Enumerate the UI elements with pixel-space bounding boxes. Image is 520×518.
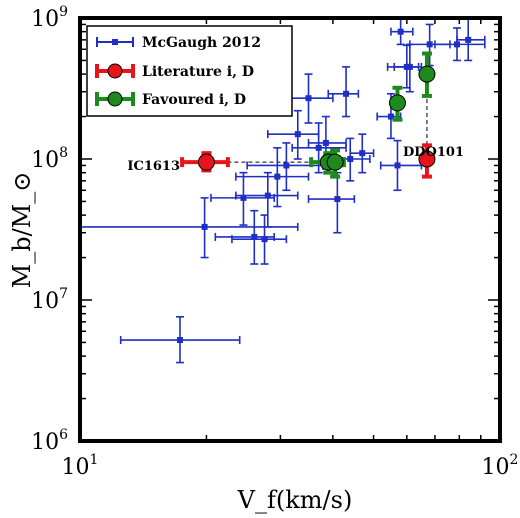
legend-marker-mcgaugh (96, 37, 134, 47)
data-marker (274, 173, 281, 180)
data-point-literature-i-d (418, 143, 436, 179)
data-point-mcgaugh-2012 (291, 122, 347, 174)
data-point-favoured-i-d (323, 148, 346, 179)
data-point-literature-i-d (180, 151, 230, 173)
data-marker (347, 156, 354, 162)
data-marker (388, 94, 406, 112)
annotation-ic1613: IC1613 (127, 159, 180, 174)
data-marker (197, 153, 215, 171)
legend-label-literature: Literature i, D (142, 64, 254, 80)
legend-marker-literature (95, 63, 135, 79)
data-marker (397, 28, 404, 35)
y-tick-label-1e8: 108 (31, 145, 68, 173)
data-marker (326, 153, 344, 171)
data-marker (305, 95, 312, 102)
data-point-mcgaugh-2012 (390, 18, 414, 46)
x-axis-label: V_f(km/s) (237, 486, 353, 514)
data-marker (261, 236, 268, 243)
data-point-favoured-i-d (388, 85, 406, 122)
data-point-favoured-i-d (418, 51, 436, 98)
data-marker (418, 65, 436, 83)
data-marker (359, 150, 366, 157)
data-marker (294, 131, 301, 138)
data-point-mcgaugh-2012 (456, 18, 486, 62)
annotation-ddo101: DDO101 (403, 145, 464, 160)
data-marker (418, 150, 436, 168)
data-marker (264, 192, 271, 199)
data-marker (406, 63, 413, 70)
data-point-mcgaugh-2012 (307, 171, 356, 234)
data-point-mcgaugh-2012 (235, 147, 310, 208)
data-marker (176, 337, 183, 344)
data-marker (322, 139, 329, 146)
data-marker (394, 162, 401, 169)
data-marker (283, 162, 290, 169)
data-point-mcgaugh-2012 (119, 316, 241, 364)
x-tick-label-10: 101 (62, 452, 99, 480)
data-marker (454, 41, 461, 48)
data-marker (315, 144, 322, 151)
data-layer (79, 18, 486, 364)
data-marker (387, 113, 394, 120)
data-point-mcgaugh-2012 (327, 66, 360, 118)
data-point-mcgaugh-2012 (231, 214, 288, 265)
legend-marker-favoured (95, 91, 135, 107)
data-marker (343, 90, 350, 97)
plot-frame (78, 16, 502, 443)
legend-label-favoured: Favoured i, D (142, 92, 246, 108)
data-point-mcgaugh-2012 (235, 171, 299, 228)
data-point-mcgaugh-2012 (349, 133, 375, 174)
y-tick-label-1e9: 109 (31, 4, 68, 32)
data-marker (201, 223, 208, 230)
data-marker (240, 194, 247, 201)
data-marker (426, 41, 433, 48)
y-tick-label-1e6: 106 (31, 427, 68, 455)
y-tick-label-1e7: 107 (31, 286, 68, 314)
x-tick-label-100: 102 (482, 452, 519, 480)
data-marker (465, 36, 472, 43)
data-marker (251, 233, 258, 240)
legend-label-mcgaugh: McGaugh 2012 (142, 35, 261, 51)
y-axis-label: M_b/M_⊙ (8, 172, 36, 289)
data-marker (334, 196, 341, 203)
data-point-mcgaugh-2012 (267, 109, 320, 160)
legend: McGaugh 2012 Literature i, D Favoured i,… (86, 25, 293, 117)
